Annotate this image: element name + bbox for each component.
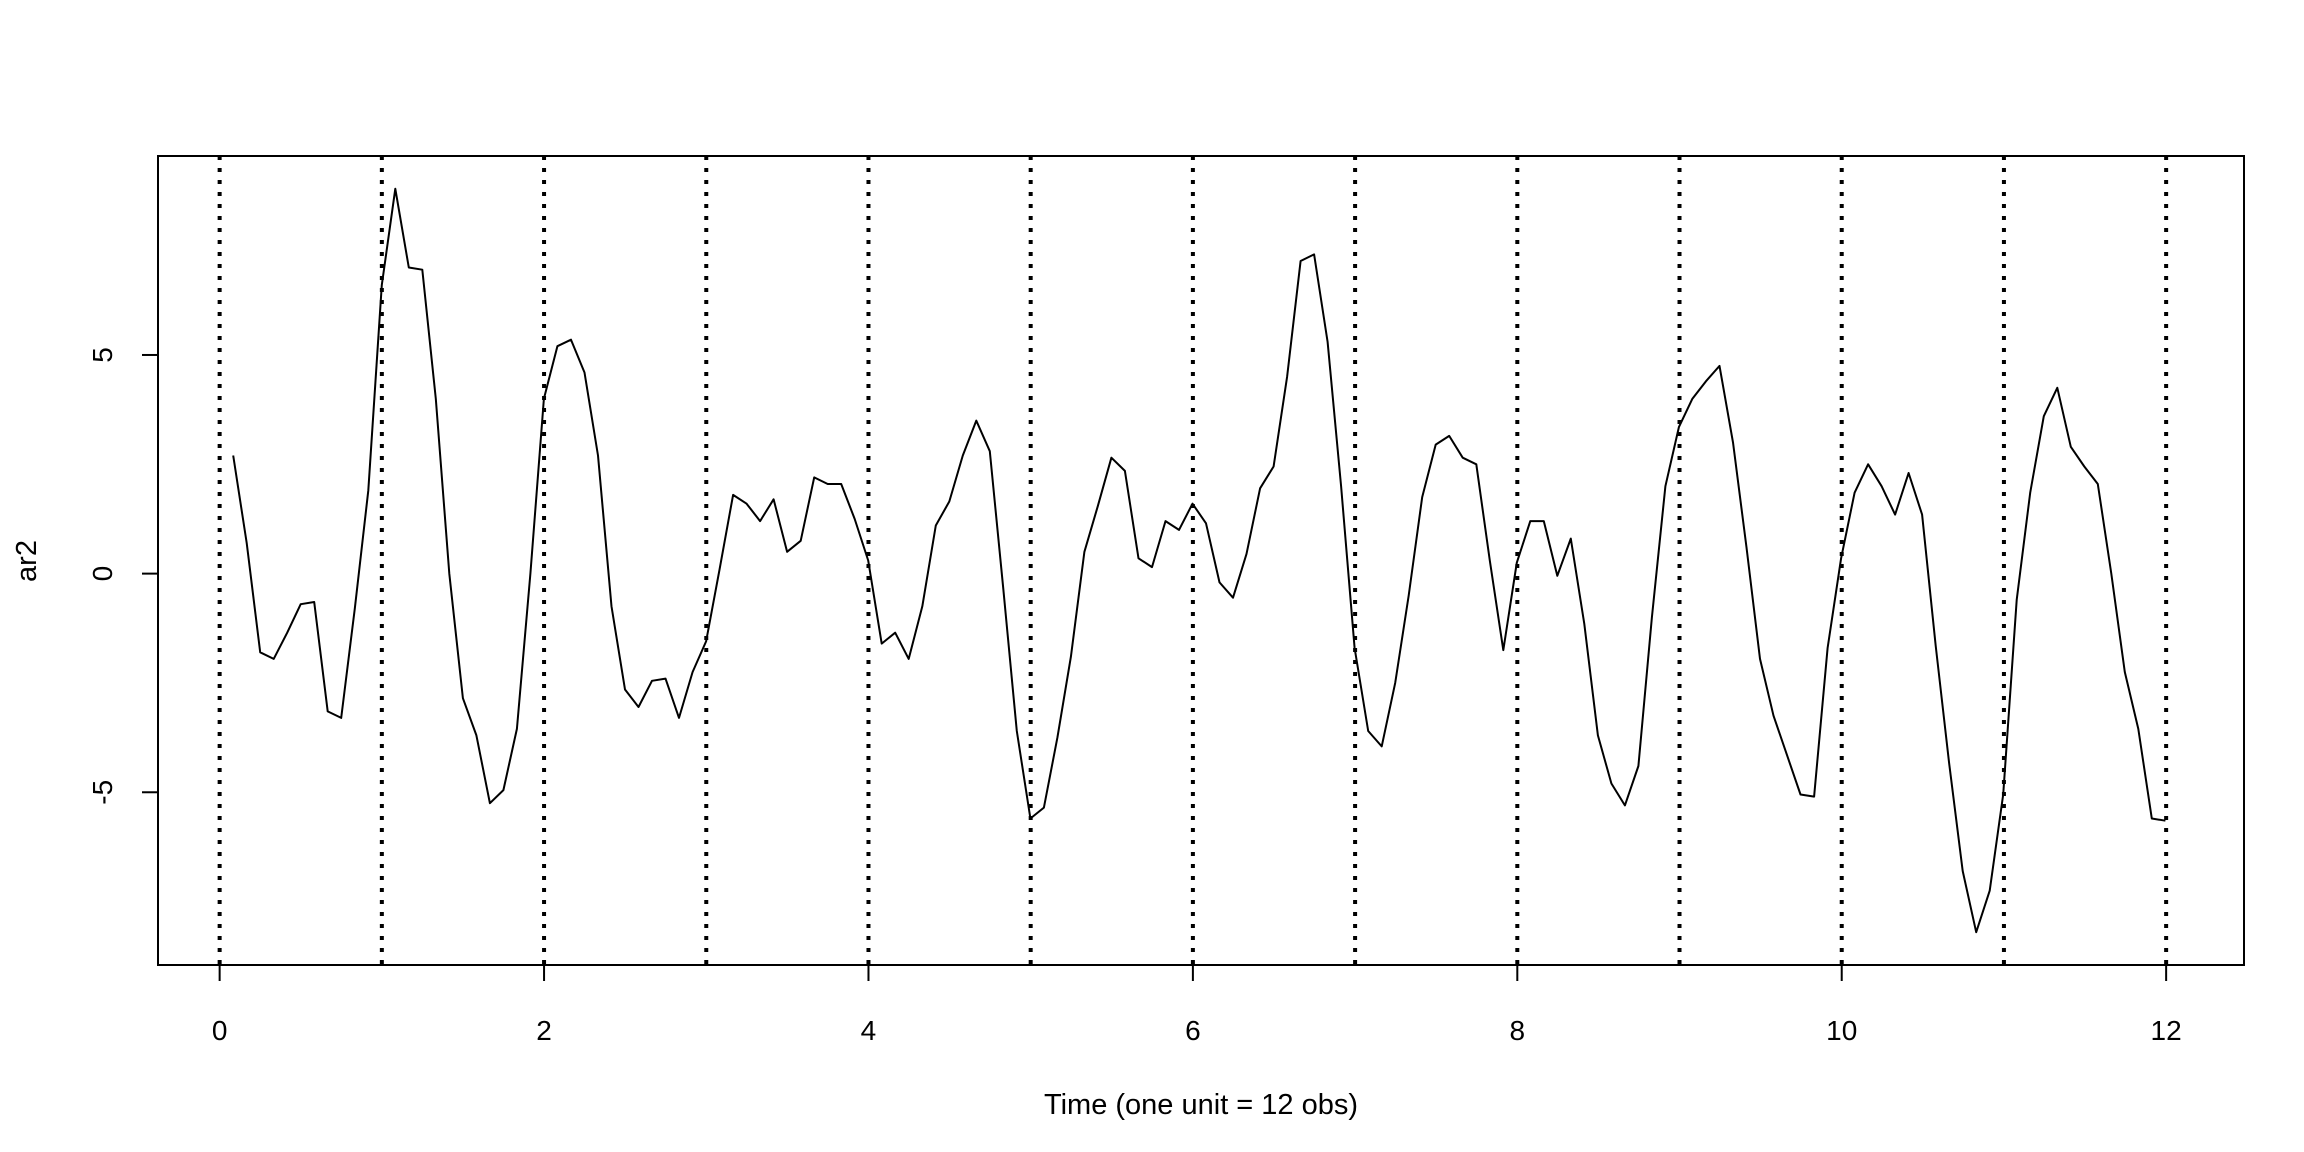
x-axis-ticks: 0 2 4 6 8 10 12 — [212, 965, 2182, 1046]
y-tick-label--5: -5 — [87, 780, 118, 805]
plot-frame — [157, 155, 2245, 966]
y-tick-label-0: 0 — [87, 566, 118, 582]
y-axis-title: ar2 — [11, 540, 43, 582]
x-tick-label-6: 6 — [1185, 1015, 1201, 1046]
x-axis-title: Time (one unit = 12 obs) — [1044, 1089, 1358, 1121]
x-tick-label-4: 4 — [861, 1015, 877, 1046]
y-tick-label-5: 5 — [87, 347, 118, 363]
x-tick-label-12: 12 — [2151, 1015, 2182, 1046]
x-tick-label-0: 0 — [212, 1015, 228, 1046]
x-tick-label-8: 8 — [1510, 1015, 1526, 1046]
y-axis-ticks: -5 0 5 — [87, 347, 158, 805]
dotted-vertical-lines — [217, 156, 2169, 965]
x-tick-label-2: 2 — [536, 1015, 552, 1046]
series-line — [232, 187, 2166, 934]
x-tick-label-10: 10 — [1826, 1015, 1857, 1046]
